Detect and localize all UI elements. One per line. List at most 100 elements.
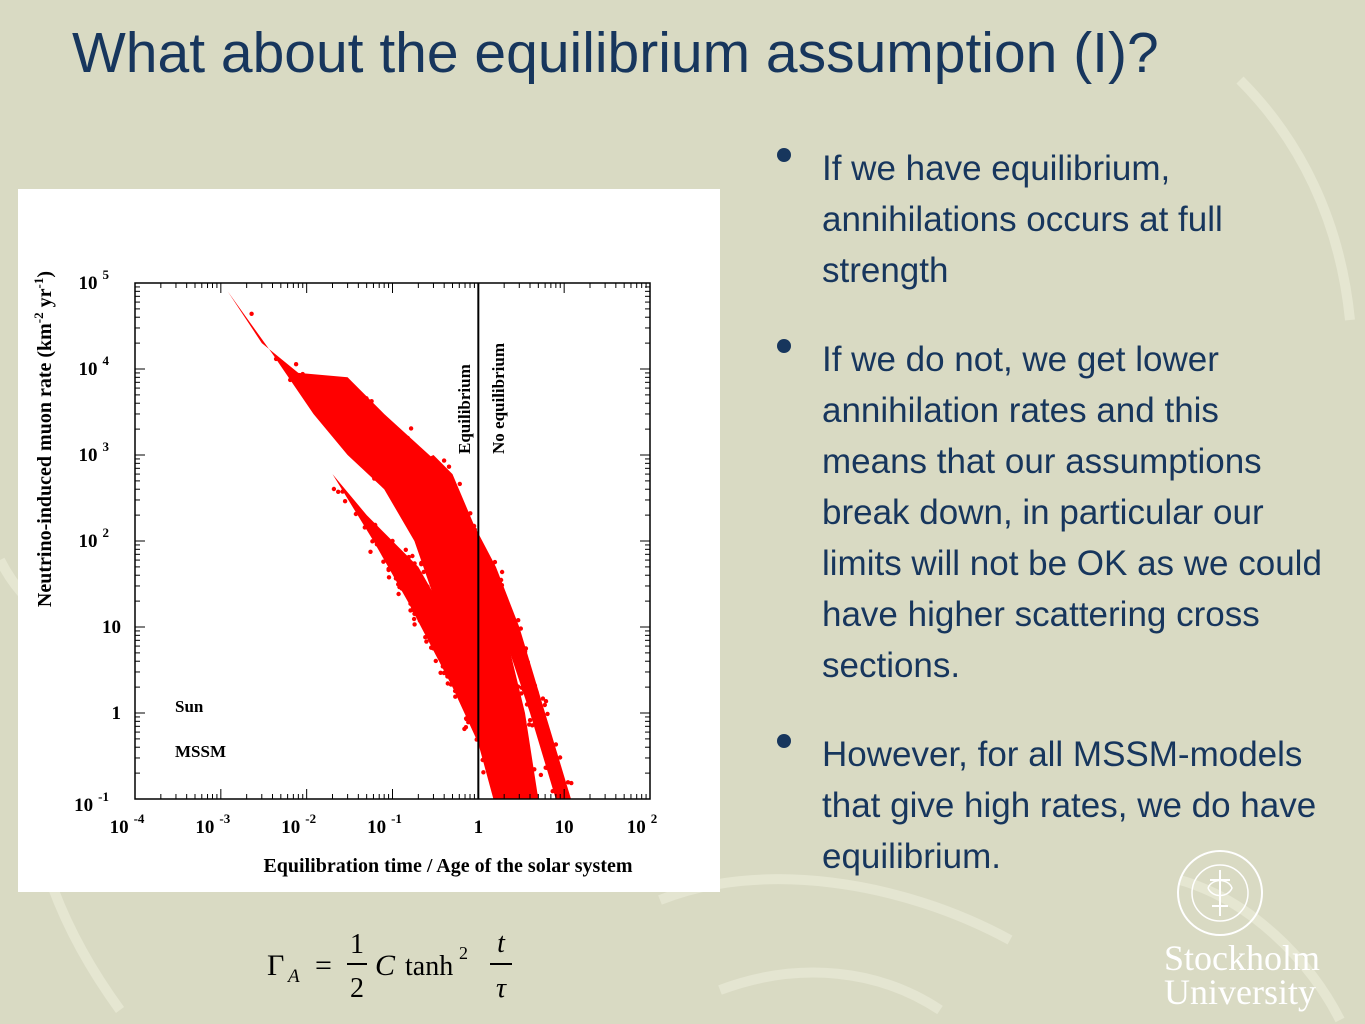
scatter-point [361, 418, 366, 423]
scatter-point [559, 773, 564, 779]
scatter-point [455, 534, 460, 540]
scatter-point [404, 516, 410, 521]
scatter-point [437, 538, 442, 544]
scatter-point [367, 430, 372, 436]
scatter-point [502, 625, 507, 631]
scatter-point [412, 611, 417, 616]
scatter-point [494, 576, 499, 581]
scatter-point [549, 758, 554, 764]
scatter-point [465, 534, 470, 539]
scatter-point [437, 618, 442, 624]
scatter-point [439, 553, 444, 558]
scatter-point [424, 622, 429, 628]
scatter-point [428, 461, 433, 466]
scatter-point [501, 629, 506, 634]
scatter-point [494, 762, 499, 767]
scatter-point [384, 438, 390, 443]
scatter-point [554, 777, 559, 782]
scatter-point [500, 702, 505, 707]
scatter-point [479, 630, 484, 635]
bullet-list: If we have equilibrium, annihilations oc… [772, 143, 1332, 882]
scatter-point [545, 732, 550, 737]
y-tick-label: 10 2 [79, 525, 110, 552]
scatter-point [519, 691, 524, 696]
scatter-point [438, 515, 444, 520]
scatter-point [499, 609, 504, 614]
scatter-point [353, 393, 358, 399]
scatter-point [459, 525, 464, 530]
scatter-point [424, 639, 429, 644]
scatter-point [471, 566, 476, 571]
scatter-point [411, 573, 416, 578]
scatter-point [441, 670, 447, 676]
scatter-point [492, 559, 498, 565]
scatter-point [515, 665, 520, 670]
scatter-point [336, 399, 341, 405]
scatter-point [465, 559, 471, 564]
bullet-text: If we do not, we get lower annihilation … [822, 340, 1322, 685]
formula-tanh: tanh [405, 951, 453, 982]
scatter-point [312, 390, 317, 395]
scatter-point [381, 559, 386, 564]
scatter-point [441, 619, 446, 625]
scatter-point [505, 666, 510, 672]
scatter-point [430, 544, 435, 549]
scatter-point [373, 470, 379, 475]
scatter-point [388, 466, 393, 472]
bullet-text: However, for all MSSM-models that give h… [822, 735, 1317, 876]
scatter-point [326, 411, 331, 416]
scatter-point [462, 571, 467, 576]
scatter-point [450, 680, 456, 685]
scatter-point [392, 496, 398, 502]
scatter-point [481, 731, 486, 736]
scatter-point [383, 538, 388, 544]
scatter-point [389, 451, 394, 456]
scatter-point [519, 668, 525, 673]
scatter-point [463, 716, 469, 721]
scatter-point [496, 619, 501, 624]
y-axis-label-mid: yr [34, 288, 56, 312]
scatter-point [466, 720, 471, 725]
scatter-point [376, 475, 381, 480]
scatter-point [458, 673, 463, 679]
scatter-point [518, 626, 523, 631]
scatter-point [502, 616, 507, 622]
scatter-point [528, 782, 533, 787]
scatter-point [451, 642, 456, 647]
scatter-point [406, 554, 411, 560]
scatter-point [499, 569, 505, 575]
scatter-point [349, 402, 354, 407]
scatter-point [405, 446, 410, 451]
scatter-point [325, 404, 330, 409]
scatter-point [539, 725, 544, 730]
formula-gamma: Γ [267, 949, 284, 982]
scatter-point [444, 571, 449, 576]
scatter-point [481, 658, 487, 663]
scatter-point [416, 498, 421, 503]
scatter-point [440, 650, 445, 655]
scatter-point [364, 396, 369, 401]
scatter-point [441, 458, 447, 463]
x-tick-label: 10 -3 [195, 811, 230, 838]
scatter-point [392, 479, 397, 484]
scatter-point [420, 618, 426, 623]
scatter-point [402, 585, 407, 590]
annotation-mssm: MSSM [175, 742, 226, 761]
scatter-point [417, 589, 422, 595]
scatter-point [346, 394, 351, 400]
scatter-point [414, 587, 419, 592]
formula-tau: τ [496, 973, 507, 1004]
scatter-point [480, 757, 485, 763]
scatter-point [557, 755, 563, 760]
scatter-point [463, 567, 468, 572]
scatter-point [569, 780, 574, 786]
scatter-point [489, 569, 494, 574]
scatter-point [372, 476, 377, 481]
scatter-point [345, 402, 350, 407]
scatter-point [437, 597, 443, 602]
scatter-point [340, 489, 345, 494]
scatter-point [482, 589, 488, 594]
scatter-point [536, 715, 541, 720]
formula-svg: Γ A = 1 2 C tanh 2 t τ [267, 928, 512, 1004]
